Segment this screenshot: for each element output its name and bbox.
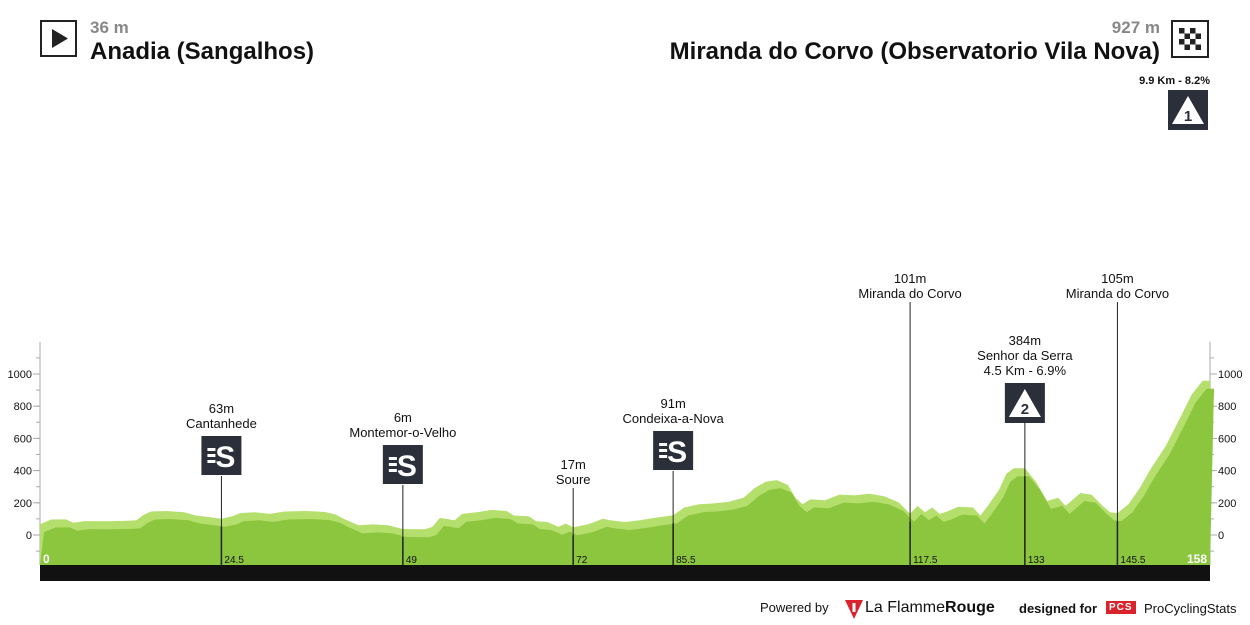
waypoint-elevation: 63m [209, 401, 234, 416]
lfr-brand: La FlammeRouge [865, 599, 995, 617]
right-y-axis: 0 200 400 600 800 1000 [1209, 341, 1242, 565]
profile-fill [40, 388, 1214, 565]
waypoint-name: Soure [556, 472, 591, 487]
distance-labels: 24.5 49 72 85.5 117.5 133 145.5 0 158 [43, 552, 1207, 566]
left-y-tick-label: 400 [14, 466, 32, 478]
left-y-tick-label: 600 [14, 433, 32, 445]
sprint-icon-stripe [388, 463, 397, 466]
start-place-name: Anadia (Sangalhos) [90, 38, 315, 65]
final-climb-category-label: 1 [1184, 108, 1192, 125]
waypoint-name: Montemor-o-Velho [349, 425, 456, 440]
distance-label: 24.5 [224, 555, 244, 566]
sprint-icon-stripe [659, 449, 668, 452]
lfr-brand-flamme: Flamme [887, 599, 946, 616]
sprint-icon-stripe [388, 457, 397, 460]
sprint-icon-stripe [207, 448, 216, 451]
waypoint-name: Miranda do Corvo [858, 286, 961, 301]
waypoint-note: 4.5 Km - 6.9% [984, 363, 1067, 378]
sprint-icon-stripe [659, 443, 668, 446]
start-play-icon [40, 20, 77, 57]
final-climb-note: 9.9 Km - 8.2% [1139, 75, 1210, 87]
distance-label: 49 [406, 555, 418, 566]
start-elevation: 36 m [90, 18, 129, 37]
right-y-tick-label: 1000 [1218, 369, 1242, 381]
right-y-tick-label: 600 [1218, 433, 1236, 445]
pcs-name: ProCyclingStats [1144, 601, 1237, 616]
right-y-tick-label: 800 [1218, 401, 1236, 413]
powered-by-label: Powered by [760, 600, 829, 615]
distance-label: 72 [576, 555, 588, 566]
right-y-tick-label: 400 [1218, 466, 1236, 478]
lfr-brand-rouge: Rouge [945, 599, 995, 616]
waypoint-name: Cantanhede [186, 416, 257, 431]
climb-category-label: 2 [1021, 401, 1029, 418]
right-y-tick-label: 200 [1218, 498, 1236, 510]
left-y-tick-label: 1000 [8, 369, 32, 381]
sprint-icon-letter: S [215, 441, 235, 474]
distance-label: 145.5 [1120, 555, 1145, 566]
waypoint-elevation: 101m [894, 271, 927, 286]
right-y-tick-label: 0 [1218, 530, 1224, 542]
finish-place-name: Miranda do Corvo (Observatorio Vila Nova… [669, 38, 1160, 65]
sprint-icon-stripe [207, 454, 216, 457]
profile-area [40, 380, 1214, 565]
waypoint-elevation: 91m [660, 396, 685, 411]
pcs-logo-icon: PCS [1106, 601, 1136, 614]
waypoint-name: Miranda do Corvo [1066, 286, 1169, 301]
finish-elevation: 927 m [1111, 18, 1160, 37]
distance-label: 85.5 [676, 555, 696, 566]
final-climb-category-icon: 1 [1168, 90, 1208, 130]
sprint-icon-stripe [388, 469, 397, 472]
left-y-tick-label: 0 [26, 530, 32, 542]
distance-end-label: 158 [1187, 552, 1207, 566]
lfr-brand-la: La [865, 599, 888, 616]
left-y-axis: 0 200 400 600 800 1000 [8, 341, 41, 565]
waypoint-elevation: 17m [561, 457, 586, 472]
waypoint-elevation: 105m [1101, 271, 1134, 286]
left-y-tick-label: 800 [14, 401, 32, 413]
left-y-tick-label: 200 [14, 498, 32, 510]
waypoint-name: Condeixa-a-Nova [623, 411, 725, 426]
lfr-logo-icon [845, 598, 863, 620]
waypoint-name: Senhor da Serra [977, 348, 1073, 363]
distance-label: 117.5 [913, 555, 938, 566]
distance-bar [40, 565, 1210, 581]
distance-start-label: 0 [43, 552, 50, 566]
waypoint-elevation: 6m [394, 410, 412, 425]
waypoint-elevation: 384m [1009, 333, 1042, 348]
checkered-flag-icon [1171, 20, 1209, 58]
sprint-icon-stripe [659, 455, 668, 458]
distance-label: 133 [1028, 555, 1045, 566]
sprint-icon-stripe [207, 460, 216, 463]
designed-for-label: designed for [1019, 601, 1098, 616]
sprint-icon-letter: S [667, 436, 687, 469]
climb-triangle-icon [1008, 389, 1041, 417]
sprint-icon-letter: S [397, 450, 417, 483]
